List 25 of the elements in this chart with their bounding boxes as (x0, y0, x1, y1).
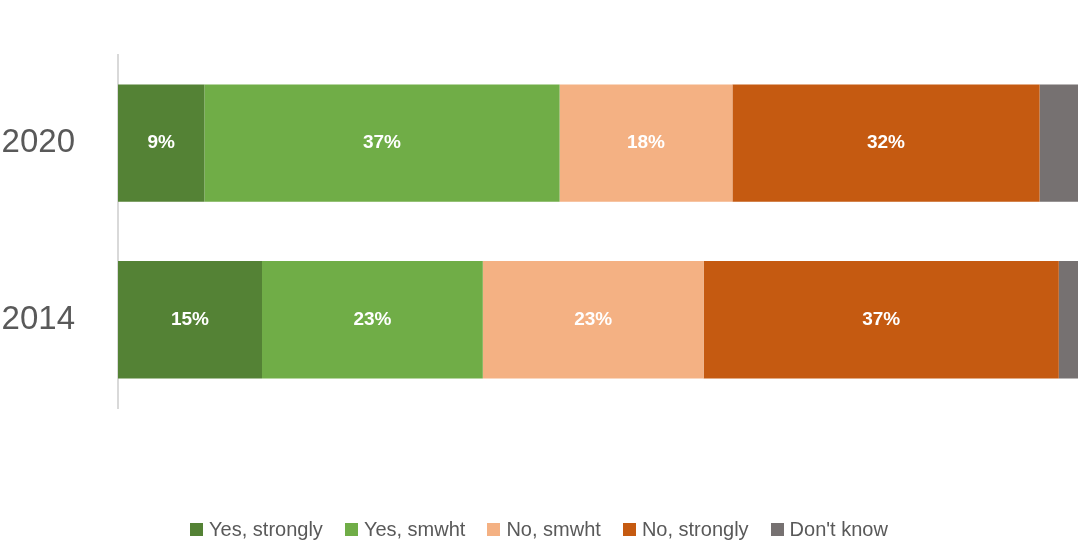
legend-label: Don't know (789, 518, 888, 541)
data-label: 18% (626, 131, 666, 153)
data-label: 15% (170, 307, 210, 329)
legend-label: No, smwht (506, 518, 601, 541)
bar (482, 260, 704, 379)
data-label: 32% (866, 131, 906, 153)
data-label: 37% (862, 307, 901, 329)
legend-label: Yes, smwht (363, 518, 466, 541)
data-label: 23% (574, 307, 613, 329)
bar (1058, 260, 1078, 379)
y-tick-label: 2020 (1, 122, 75, 160)
legend-label: No, strongly (641, 518, 749, 541)
data-label: 9% (147, 131, 176, 153)
bar (732, 84, 1040, 202)
bar (703, 260, 1059, 379)
data-label: 23% (353, 307, 392, 329)
data-label: 37% (362, 131, 402, 153)
y-tick-label: 2014 (1, 298, 75, 336)
bar (204, 84, 560, 202)
bar (262, 260, 483, 379)
legend-label: Yes, strongly (209, 518, 323, 541)
bar (559, 84, 733, 202)
bar (1039, 84, 1078, 202)
bar (118, 84, 205, 202)
bar (118, 260, 262, 379)
